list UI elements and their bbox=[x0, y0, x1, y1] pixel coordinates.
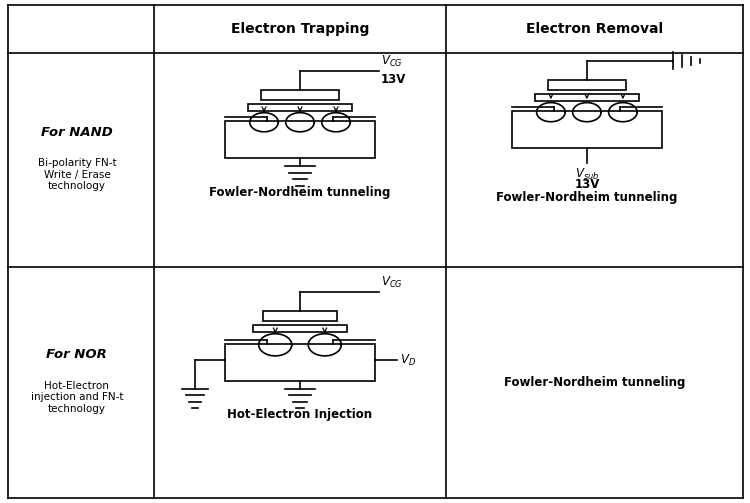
FancyBboxPatch shape bbox=[225, 344, 375, 381]
Text: $V_{sub}$: $V_{sub}$ bbox=[574, 167, 599, 182]
Text: $V_{CG}$: $V_{CG}$ bbox=[381, 275, 403, 291]
Text: $V_{CG}$: $V_{CG}$ bbox=[381, 54, 403, 69]
FancyBboxPatch shape bbox=[536, 94, 638, 101]
Text: $V_D$: $V_D$ bbox=[400, 353, 416, 368]
Text: Fowler-Nordheim tunneling: Fowler-Nordheim tunneling bbox=[496, 191, 677, 204]
FancyBboxPatch shape bbox=[253, 325, 346, 332]
Text: Electron Removal: Electron Removal bbox=[526, 22, 663, 36]
Text: Fowler-Nordheim tunneling: Fowler-Nordheim tunneling bbox=[209, 186, 391, 199]
FancyBboxPatch shape bbox=[512, 111, 662, 148]
FancyBboxPatch shape bbox=[248, 104, 352, 111]
FancyBboxPatch shape bbox=[261, 90, 339, 100]
FancyBboxPatch shape bbox=[262, 311, 338, 321]
Text: 13V: 13V bbox=[574, 178, 599, 191]
FancyBboxPatch shape bbox=[548, 80, 626, 90]
Text: Hot-Electron
injection and FN-t
technology: Hot-Electron injection and FN-t technolo… bbox=[31, 381, 123, 414]
FancyBboxPatch shape bbox=[225, 121, 375, 158]
Text: Bi-polarity FN-t
Write / Erase
technology: Bi-polarity FN-t Write / Erase technolog… bbox=[38, 158, 116, 192]
Text: Electron Trapping: Electron Trapping bbox=[231, 22, 369, 36]
Text: For NAND: For NAND bbox=[41, 126, 112, 138]
Text: Hot-Electron Injection: Hot-Electron Injection bbox=[227, 408, 373, 421]
Text: Fowler-Nordheim tunneling: Fowler-Nordheim tunneling bbox=[504, 376, 685, 389]
Text: 13V: 13V bbox=[381, 73, 406, 87]
Text: For NOR: For NOR bbox=[46, 348, 107, 361]
